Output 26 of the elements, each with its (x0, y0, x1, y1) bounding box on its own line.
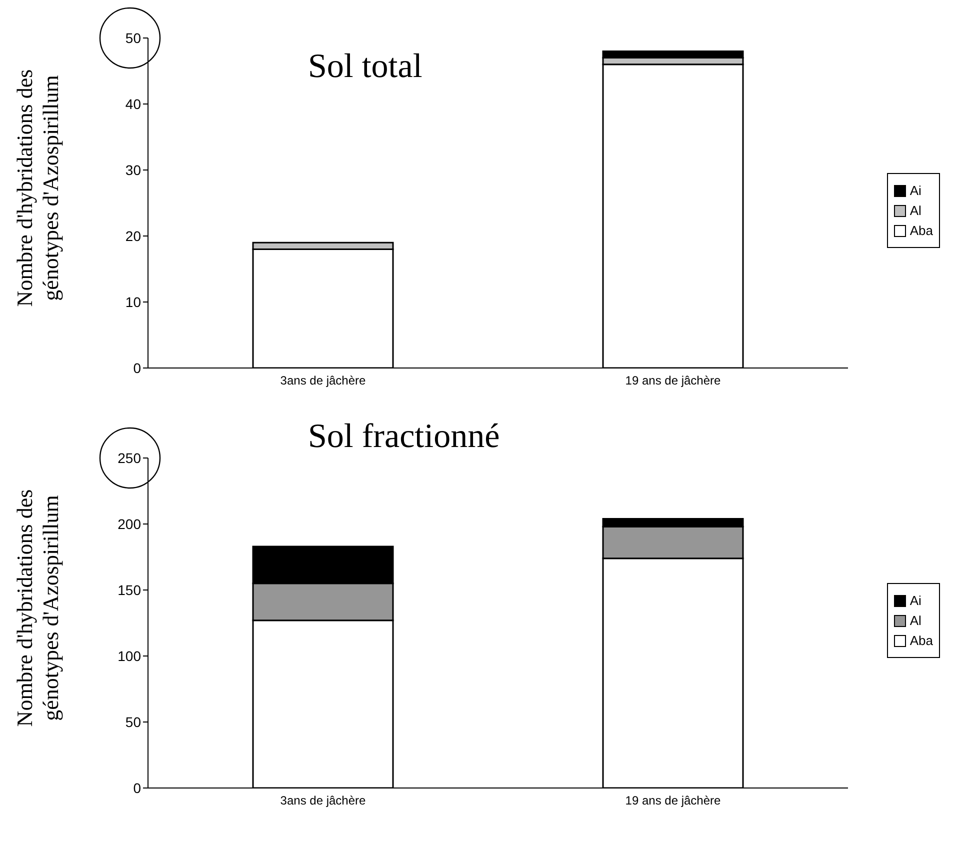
chart-title: Sol total (308, 48, 422, 86)
y-tick-label: 150 (118, 582, 142, 598)
y-axis-title: Nombre d'hybridations des génotypes d'Azospirillum (12, 68, 64, 309)
x-tick-label: 3ans de jâchère (280, 374, 366, 388)
legend-label: Aba (910, 223, 933, 238)
chart-title: Sol fractionné (308, 418, 500, 456)
y-axis-title: Nombre d'hybridations des génotypes d'Azospirillum (12, 488, 64, 729)
y-tick-label: 30 (125, 162, 142, 178)
legend-label: Al (910, 203, 922, 218)
x-tick-label: 3ans de jâchère (280, 794, 366, 808)
x-tick-label: 19 ans de jâchère (625, 794, 722, 808)
x-tick-label: 19 ans de jâchère (625, 374, 722, 388)
y-tick-label: 40 (125, 96, 142, 112)
y-tick-label: 250 (118, 450, 142, 466)
legend-label: Ai (910, 593, 922, 608)
y-tick-label: 50 (125, 30, 142, 46)
y-tick-label: 20 (125, 228, 142, 244)
legend-label: Ai (910, 183, 922, 198)
y-tick-label: 0 (133, 360, 142, 376)
y-tick-label: 100 (118, 648, 142, 664)
y-tick-label: 50 (125, 714, 142, 730)
legend-label: Aba (910, 633, 933, 648)
legend-label: Al (910, 613, 922, 628)
y-tick-label: 10 (125, 294, 142, 310)
y-tick-label: 0 (133, 780, 142, 796)
y-tick-label: 200 (118, 516, 142, 532)
